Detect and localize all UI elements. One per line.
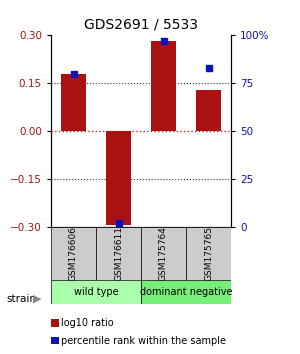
Bar [51,227,96,280]
Text: wild type: wild type [74,287,118,297]
Bar [141,227,186,280]
Text: ▶: ▶ [33,294,41,304]
Text: dominant negative: dominant negative [140,287,232,297]
Text: GSM175765: GSM175765 [204,225,213,281]
Bar [151,41,176,131]
Point [71,71,76,76]
Point [116,220,121,225]
Text: GSM176606: GSM176606 [69,225,78,281]
Point [206,65,211,71]
Text: strain: strain [6,294,36,304]
Bar [141,280,231,304]
Bar [61,74,86,131]
Bar [51,280,141,304]
Text: percentile rank within the sample: percentile rank within the sample [61,336,226,346]
Bar [106,131,131,225]
Text: GSM175764: GSM175764 [159,225,168,281]
Bar [196,90,221,131]
Title: GDS2691 / 5533: GDS2691 / 5533 [84,17,198,32]
Point [161,38,166,44]
Bar [186,227,231,280]
Bar [96,227,141,280]
Text: GSM176611: GSM176611 [114,225,123,281]
Text: log10 ratio: log10 ratio [61,318,114,328]
